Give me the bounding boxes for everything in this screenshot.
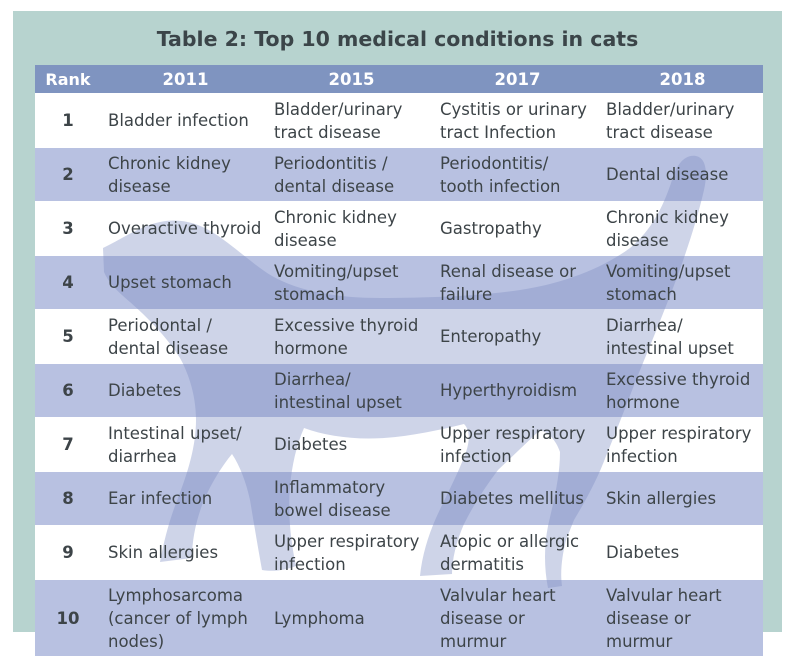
cell-2018: Diarrhea/ intestinal upset [606, 315, 734, 358]
header-2011: 2011 [162, 69, 209, 89]
cell-2017: Cystitis or urinary tract Infection [440, 99, 587, 142]
table-row: 4 Upset stomach Vomiting/upset stomach R… [35, 256, 763, 310]
rank-cell: 7 [62, 435, 74, 454]
rank-cell: 2 [62, 165, 74, 184]
conditions-table: Rank 2011 2015 2017 2018 1 Bladder infec… [35, 65, 763, 657]
cell-2011: Overactive thyroid [108, 219, 262, 238]
table-row: 9 Skin allergies Upper respiratory infec… [35, 526, 763, 580]
cell-2018: Chronic kidney disease [606, 207, 729, 250]
cell-2015: Excessive thyroid hormone [274, 315, 419, 358]
cell-2011: Lymphosarcoma (cancer of lymph nodes) [108, 585, 248, 651]
table-row: 10 Lymphosarcoma (cancer of lymph nodes)… [35, 580, 763, 657]
cell-2015: Diarrhea/ intestinal upset [274, 369, 402, 412]
table-title: Table 2: Top 10 medical conditions in ca… [156, 27, 639, 51]
cell-2015: Chronic kidney disease [274, 207, 397, 250]
cell-2018: Excessive thyroid hormone [606, 369, 751, 412]
table-row: 5 Periodontal / dental disease Excessive… [35, 310, 763, 364]
rank-cell: 1 [62, 111, 74, 130]
cell-2018: Valvular heart disease or murmur [606, 585, 722, 651]
cell-2011: Periodontal / dental disease [108, 315, 229, 358]
header-2017: 2017 [494, 69, 541, 89]
header-2015: 2015 [328, 69, 375, 89]
cell-2015: Periodontitis / dental disease [274, 153, 395, 196]
rank-cell: 5 [62, 327, 74, 346]
cell-2017: Diabetes mellitus [440, 489, 584, 508]
cell-2011: Chronic kidney disease [108, 153, 231, 196]
table-row: 1 Bladder infection Bladder/urinary trac… [35, 94, 763, 148]
cell-2015: Diabetes [274, 435, 348, 454]
table-row: 8 Ear infection Inflammatory bowel disea… [35, 472, 763, 526]
cell-2015: Bladder/urinary tract disease [274, 99, 403, 142]
cell-2015: Upper respiratory infection [274, 531, 420, 574]
cell-2011: Diabetes [108, 381, 182, 400]
rank-cell: 3 [62, 219, 74, 238]
cell-2018: Diabetes [606, 543, 680, 562]
cell-2011: Skin allergies [108, 543, 219, 562]
rank-cell: 8 [62, 489, 74, 508]
cell-2018: Dental disease [606, 165, 729, 184]
header-2018: 2018 [659, 69, 706, 89]
cell-2011: Ear infection [108, 489, 213, 508]
cell-2018: Vomiting/upset stomach [606, 261, 731, 304]
cell-2015: Inflammatory bowel disease [274, 477, 391, 520]
cell-2015: Lymphoma [274, 608, 365, 628]
header-rank: Rank [45, 69, 91, 89]
table-header-row: Rank 2011 2015 2017 2018 [35, 65, 763, 94]
rank-cell: 4 [62, 273, 74, 292]
cell-2017: Valvular heart disease or murmur [440, 585, 556, 651]
cell-2018: Skin allergies [606, 489, 717, 508]
rank-cell: 10 [56, 608, 80, 628]
table-row: 6 Diabetes Diarrhea/ intestinal upset Hy… [35, 364, 763, 418]
table-row: 3 Overactive thyroid Chronic kidney dise… [35, 202, 763, 256]
cell-2017: Periodontitis/ tooth infection [440, 153, 561, 196]
cell-2017: Atopic or allergic dermatitis [440, 531, 580, 574]
rank-cell: 6 [62, 381, 74, 400]
cell-2018: Upper respiratory infection [606, 423, 752, 466]
cell-2011: Intestinal upset/ diarrhea [108, 423, 242, 466]
cell-2011: Upset stomach [108, 273, 232, 292]
cell-2017: Renal disease or failure [440, 261, 577, 304]
cell-2017: Hyperthyroidism [440, 381, 578, 400]
cell-2011: Bladder infection [108, 111, 249, 130]
cell-2017: Gastropathy [440, 219, 542, 238]
cell-2017: Enteropathy [440, 327, 542, 346]
table-row: 7 Intestinal upset/ diarrhea Diabetes Up… [35, 418, 763, 472]
cell-2017: Upper respiratory infection [440, 423, 586, 466]
table-row: 2 Chronic kidney disease Periodontitis /… [35, 148, 763, 202]
cell-2015: Vomiting/upset stomach [274, 261, 399, 304]
rank-cell: 9 [62, 543, 74, 562]
cell-2018: Bladder/urinary tract disease [606, 99, 735, 142]
